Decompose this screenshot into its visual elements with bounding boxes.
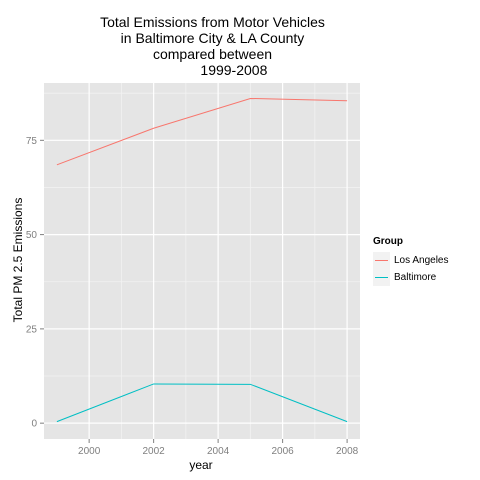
y-axis-label: Total PM 2.5 Emissions bbox=[11, 197, 25, 323]
x-tick-label: 2002 bbox=[143, 446, 166, 457]
plot-panel bbox=[44, 83, 360, 439]
legend-title: Group bbox=[373, 236, 403, 247]
y-tick-label: 25 bbox=[26, 324, 38, 335]
legend-swatch-baltimore bbox=[375, 277, 388, 278]
title-line-1: Total Emissions from Motor Vehicles bbox=[100, 14, 325, 30]
series-layer bbox=[56, 97, 348, 423]
minor-gridlines bbox=[44, 83, 360, 439]
series-line-los-angeles bbox=[56, 97, 348, 166]
x-tick-label: 2004 bbox=[207, 446, 230, 457]
legend: Group Los Angeles Baltimore bbox=[373, 236, 449, 286]
legend-swatch-los-angeles bbox=[375, 260, 388, 261]
title-line-3: compared between bbox=[152, 46, 273, 62]
x-tick-label: 2008 bbox=[336, 446, 359, 457]
major-gridlines bbox=[44, 83, 360, 439]
x-tick-label: 2000 bbox=[78, 446, 101, 457]
legend-label-baltimore: Baltimore bbox=[394, 272, 437, 283]
x-axis-label: year bbox=[189, 458, 213, 472]
title-line-4: 1999-2008 bbox=[157, 62, 268, 78]
x-tick-label: 2006 bbox=[271, 446, 294, 457]
chart-title: Total Emissions from Motor Vehicles in B… bbox=[40, 14, 385, 78]
title-line-2: in Baltimore City & LA County bbox=[120, 30, 305, 46]
y-tick-label: 50 bbox=[26, 230, 38, 241]
y-tick-label: 0 bbox=[31, 419, 37, 430]
legend-key-baltimore bbox=[373, 269, 390, 286]
legend-key-los-angeles bbox=[373, 252, 390, 269]
legend-item-los-angeles: Los Angeles bbox=[373, 252, 449, 269]
legend-item-baltimore: Baltimore bbox=[373, 269, 449, 286]
y-tick-label: 75 bbox=[26, 136, 38, 147]
legend-label-los-angeles: Los Angeles bbox=[394, 255, 449, 266]
axis-ticks: 2000 2002 2004 2006 2008 0 25 50 75 bbox=[26, 136, 359, 457]
series-line-baltimore bbox=[56, 383, 348, 423]
